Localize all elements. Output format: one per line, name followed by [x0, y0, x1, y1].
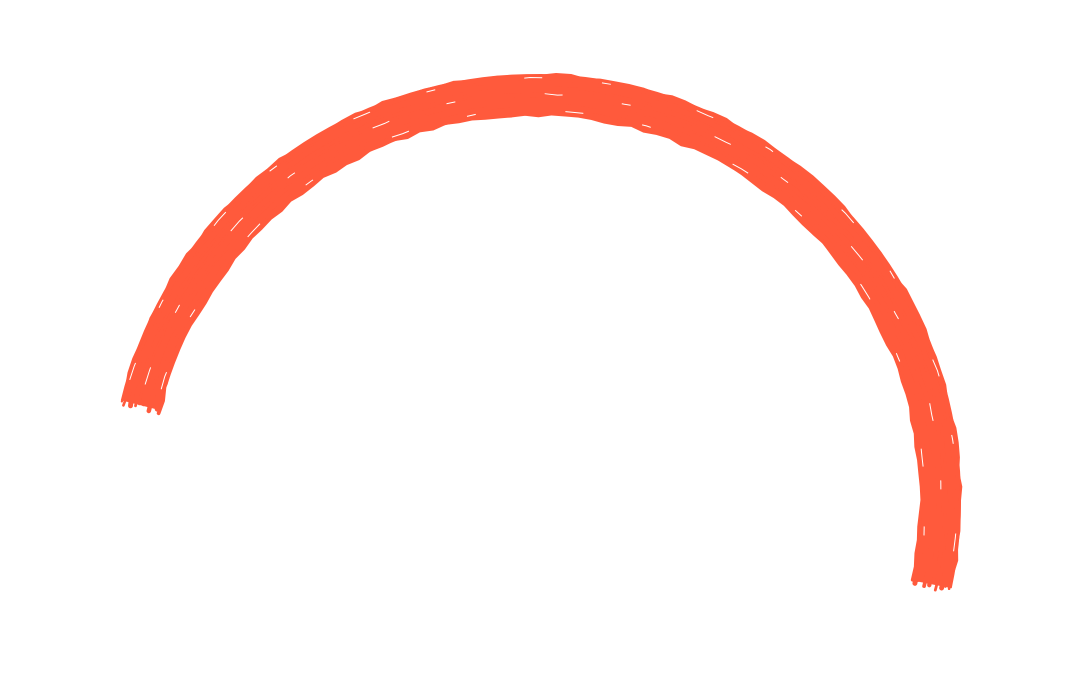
arc-sketch-stroke [128, 80, 954, 591]
arc-sketch-stroke [122, 75, 960, 590]
hand-drawn-arc [120, 73, 963, 592]
arc-band [120, 73, 962, 589]
arc-sketch-stroke [134, 87, 948, 592]
arc-sketch-stroke [141, 92, 942, 588]
arc-texture-gap [129, 76, 959, 567]
arc-sketch-stroke [138, 91, 944, 581]
arc-sketch-stroke [145, 97, 939, 584]
arc-sketch-stroke [146, 102, 934, 581]
arc-sketch-stroke [120, 73, 963, 590]
arc-sketch-stroke [132, 85, 951, 586]
arc-sketch-stroke [156, 111, 925, 582]
arc-texture-gap [144, 92, 942, 564]
arc-sketch-stroke [126, 80, 956, 588]
